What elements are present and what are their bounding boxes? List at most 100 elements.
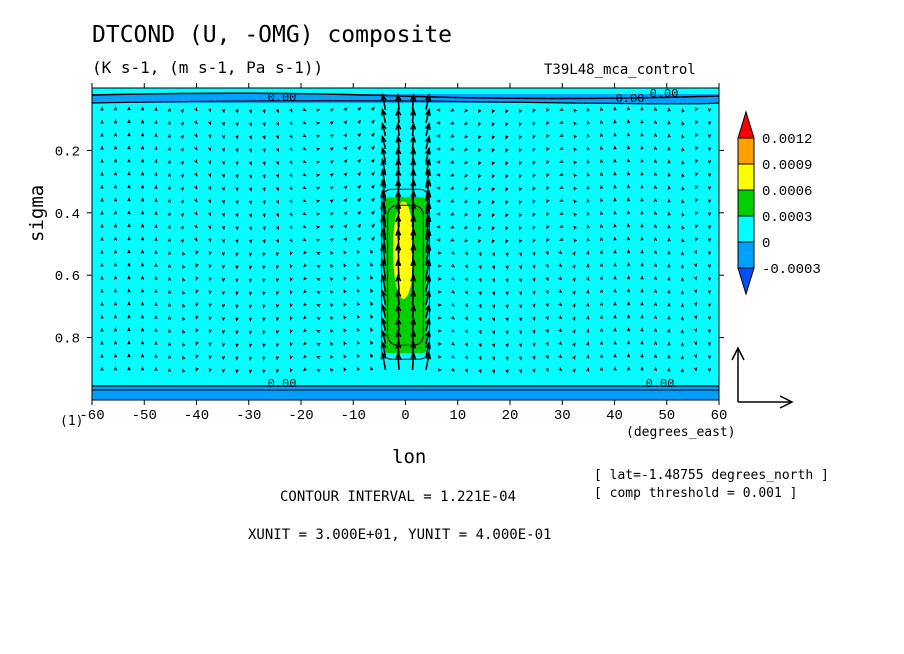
wind-vector: [381, 275, 387, 293]
x-tick-label: -50: [132, 408, 157, 424]
wind-vector-head: [195, 276, 199, 281]
wind-vector-head: [195, 302, 199, 307]
wind-vector-head: [343, 250, 347, 255]
wind-vector-head: [380, 134, 387, 143]
wind-vector-head: [221, 238, 225, 244]
wind-vector-head: [424, 329, 431, 338]
wind-vector: [381, 136, 387, 150]
wind-vector-head: [303, 250, 307, 255]
wind-vector-head: [450, 199, 455, 203]
wind-vector: [397, 290, 400, 306]
wind-vector-head: [410, 189, 417, 198]
wind-vector-head: [559, 133, 564, 137]
wind-vector-head: [356, 314, 361, 319]
wind-vector-head: [478, 161, 482, 166]
wind-vector-head: [343, 159, 348, 164]
wind-vector-head: [289, 342, 293, 347]
wind-vector-head: [653, 301, 658, 307]
wind-vector-head: [424, 317, 431, 326]
wind-vector-head: [329, 315, 334, 320]
wind-vector-head: [371, 197, 375, 202]
wind-vector-head: [586, 107, 590, 112]
wind-vector-head: [640, 353, 644, 358]
wind-vector-head: [667, 185, 671, 190]
wind-vector-head: [680, 290, 684, 295]
wind-vector-head: [127, 145, 131, 150]
colorbar-segment: [737, 215, 755, 243]
wind-vector-head: [195, 367, 199, 372]
wind-vector-head: [626, 106, 631, 111]
wind-vector-head: [653, 314, 658, 320]
wind-vector-head: [410, 214, 417, 222]
wind-vector-head: [302, 224, 307, 229]
wind-vector-head: [113, 288, 118, 293]
colorbar-segment: [737, 137, 755, 165]
wind-vector-head: [572, 290, 576, 295]
wind-vector-head: [613, 236, 617, 241]
wind-vector-head: [559, 159, 564, 163]
wind-vector-head: [168, 250, 172, 255]
wind-vector-head: [180, 199, 185, 204]
wind-vector-head: [380, 329, 387, 338]
wind-vector-head: [140, 353, 145, 358]
wind-vector-head: [586, 263, 590, 268]
wind-vector-head: [478, 135, 482, 140]
wind-vector-head: [343, 289, 347, 294]
wind-vector-head: [154, 275, 158, 281]
wind-vector-head: [195, 315, 199, 320]
wind-vector-head: [380, 121, 387, 130]
wind-vector-head: [100, 223, 104, 228]
wind-vector-head: [680, 355, 684, 360]
wind-vector-head: [410, 316, 417, 325]
wind-vector-head: [613, 366, 617, 371]
wind-vector-head: [573, 160, 577, 165]
wind-vector-head: [599, 132, 604, 138]
wind-vector-head: [182, 316, 186, 321]
wind-vector-head: [626, 314, 631, 319]
wind-vector-head: [127, 249, 131, 254]
wind-vector-head: [653, 210, 658, 216]
wind-vector-head: [289, 186, 293, 191]
wind-vector-head: [410, 303, 417, 312]
wind-vector-head: [275, 147, 279, 153]
wind-vector-head: [380, 227, 387, 236]
wind-vector-head: [303, 302, 307, 307]
wind-vector-head: [380, 340, 387, 349]
wind-vector-head: [640, 197, 644, 202]
wind-vector-head: [370, 262, 374, 267]
wind-vector-head: [289, 329, 293, 334]
wind-vector-head: [410, 227, 417, 236]
wind-vector-head: [410, 258, 417, 267]
wind-vector-head: [693, 289, 698, 294]
wind-vector-head: [532, 147, 536, 152]
wind-vector-head: [235, 122, 239, 127]
wind-vector-head: [329, 212, 334, 216]
wind-vector-head: [599, 197, 604, 203]
wind-vector-head: [208, 303, 212, 308]
wind-vector-head: [289, 264, 293, 269]
wind-vector-head: [235, 317, 239, 322]
wind-vector-head: [424, 340, 431, 349]
wind-vector-head: [695, 159, 699, 164]
wind-vector-head: [667, 224, 671, 229]
wind-vector-head: [343, 146, 348, 151]
wind-vector-head: [221, 121, 225, 127]
wind-vector-head: [653, 106, 658, 112]
wind-vector-head: [640, 210, 644, 215]
wind-vector-head: [302, 133, 307, 138]
wind-vector-head: [707, 277, 712, 282]
wind-vector-head: [113, 210, 118, 215]
wind-vector-head: [680, 342, 684, 347]
wind-vector-head: [519, 135, 523, 140]
wind-vector-head: [371, 132, 375, 137]
wind-vector-head: [100, 327, 104, 332]
wind-vector-head: [667, 289, 671, 294]
wind-vector-head: [559, 185, 564, 189]
wind-vector-head: [302, 237, 307, 242]
wind-vector-head: [436, 108, 441, 112]
wind-vector-head: [276, 303, 280, 309]
wind-vector-head: [451, 315, 456, 320]
wind-vector-head: [182, 355, 186, 360]
wind-vector-head: [167, 198, 171, 203]
wind-vector-head: [505, 135, 509, 140]
